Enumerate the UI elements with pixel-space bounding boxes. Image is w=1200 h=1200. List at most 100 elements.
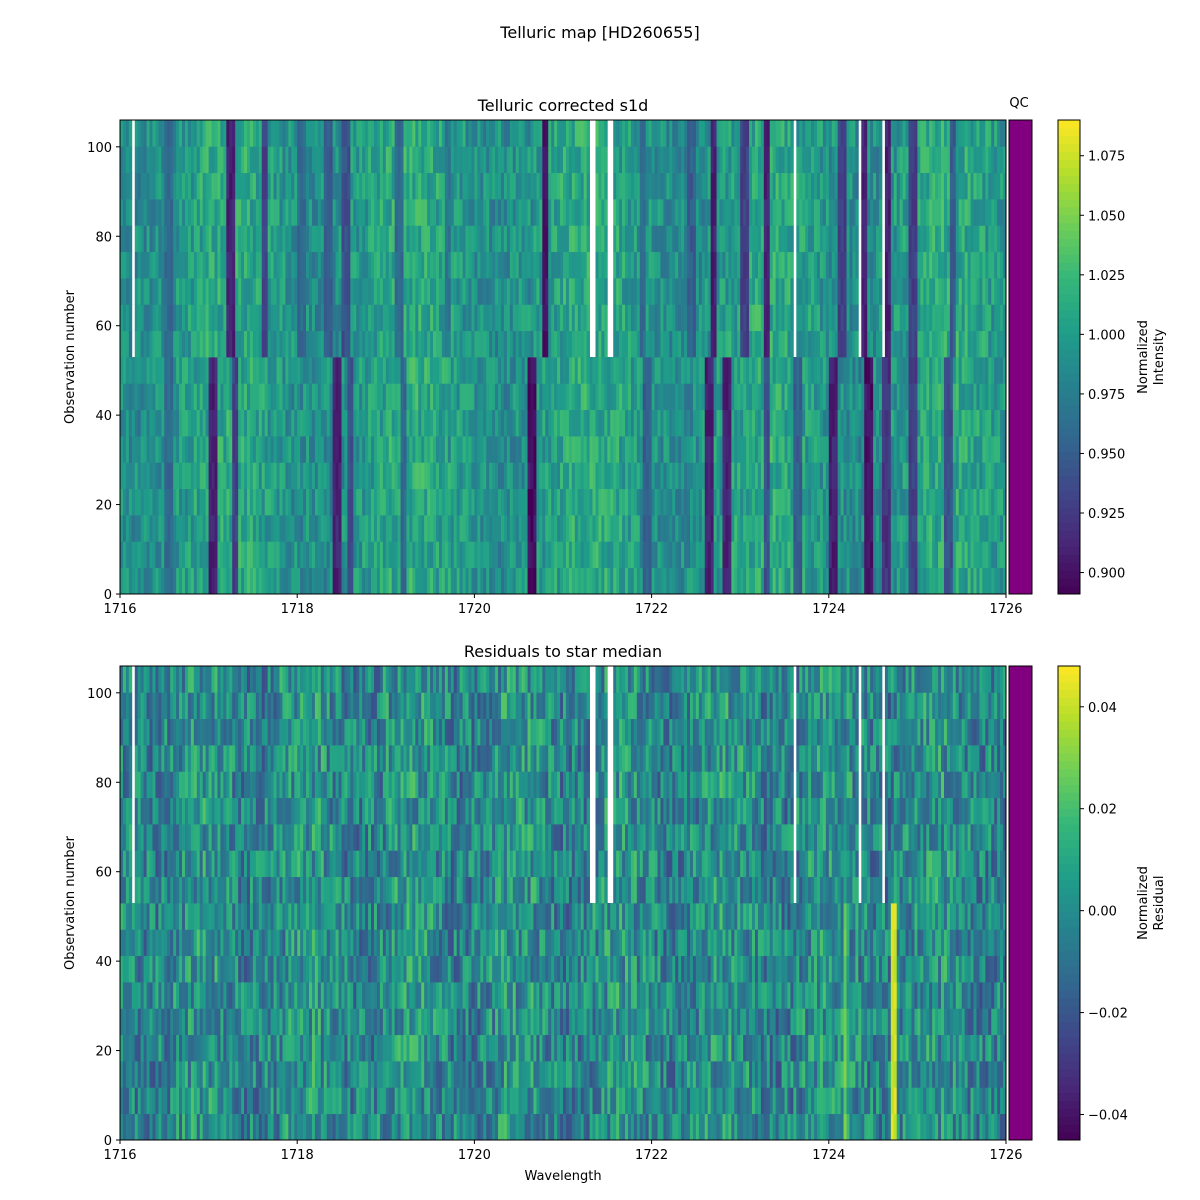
heat-cell [787,120,791,147]
heat-cell [518,409,523,437]
heat-cell [190,172,195,200]
heat-cell [515,172,520,200]
heat-cell [403,567,407,595]
heat-cell [657,330,661,358]
heat-cell [232,488,236,516]
heat-cell [675,488,679,516]
heat-cell [122,120,127,147]
heat-cell [911,436,915,463]
heat-cell [861,251,865,279]
heat-cell [391,409,396,437]
heat-cell [512,225,517,253]
heat-cell [341,541,345,569]
heat-cell [619,330,623,358]
heat-cell [453,488,458,516]
heat-cell [713,251,717,279]
heat-cell [648,436,652,463]
heat-cell [740,357,744,384]
heat-cell [840,409,844,437]
heat-cell [893,541,898,569]
heat-cell [902,488,906,516]
heat-cell [749,541,753,569]
heat-cell [808,146,812,174]
heat-cell [391,304,396,332]
heat-cell [335,567,339,595]
heat-cell [344,146,348,174]
heat-cell [335,330,339,358]
heat-cell [498,567,502,595]
heat-cell [943,330,948,358]
heat-cell [828,383,833,411]
heat-cell [512,436,517,463]
heat-cell [743,199,747,226]
heat-cell [288,146,292,174]
heat-cell [495,146,499,174]
heat-cell [317,409,322,437]
heat-cell [471,567,475,595]
heat-cell [356,541,360,569]
heat-cell [749,515,753,542]
heat-cell [300,357,304,384]
heat-cell [805,120,809,147]
heat-cell [161,304,165,332]
heat-cell [678,278,682,305]
heat-cell [244,278,248,305]
heat-cell [199,172,204,200]
heat-cell [167,409,171,437]
heat-cell [811,541,815,569]
heat-cell [899,383,904,411]
heat-cell [539,251,543,279]
heat-cell [436,409,440,437]
heat-cell [353,436,357,463]
heat-cell [734,172,738,200]
heat-cell [347,304,351,332]
heat-cell [819,541,824,569]
heat-cell [772,146,777,174]
heat-cell [896,146,901,174]
heat-cell [563,383,567,411]
heat-cell [530,357,534,384]
heat-cell [746,488,750,516]
heat-cell [409,541,413,569]
heat-cell [825,172,830,200]
heat-cell [675,462,679,490]
heat-cell [506,172,511,200]
heat-cell [781,515,785,542]
heat-cell [731,251,735,279]
heat-cell [533,462,537,490]
heat-cell [382,436,387,463]
heat-cell [152,541,156,569]
heat-cell [763,462,768,490]
heat-cell [568,251,573,279]
heat-cell [781,304,785,332]
heat-cell [920,567,924,595]
heat-cell [716,172,720,200]
heat-cell [241,146,245,174]
heat-cell [424,436,428,463]
heat-cell [887,330,892,358]
heat-cell [444,488,449,516]
heat-cell [350,567,354,595]
heat-cell [790,278,794,305]
heat-cell [465,409,469,437]
heat-cell [784,488,788,516]
heat-cell [350,462,354,490]
heat-cell [335,304,339,332]
heat-cell [441,120,446,147]
heat-cell [946,383,951,411]
heat-cell [905,330,909,358]
heat-cell [412,120,416,147]
heat-cell [326,541,331,569]
heat-cell [902,225,906,253]
heat-cell [675,278,679,305]
heat-cell [353,146,357,174]
heat-cell [176,515,180,542]
heat-cell [766,304,771,332]
heat-cell [120,278,124,305]
heat-cell [258,515,263,542]
heat-cell [167,383,171,411]
heat-cell [489,462,493,490]
heat-cell [244,251,248,279]
heat-cell [577,383,582,411]
heat-cell [176,225,180,253]
